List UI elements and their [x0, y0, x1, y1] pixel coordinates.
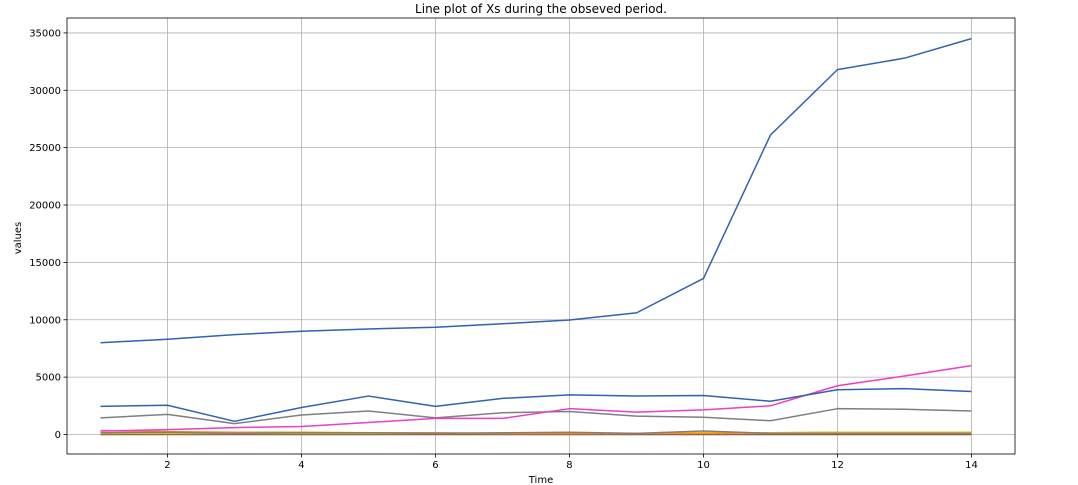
- chart-title: Line plot of Xs during the obseved perio…: [415, 2, 667, 16]
- y-tick-label: 30000: [29, 86, 61, 97]
- x-tick-label: 14: [965, 460, 978, 471]
- x-axis-title: Time: [528, 475, 553, 485]
- x-tick-label: 6: [432, 460, 438, 471]
- series-line: [100, 364, 972, 432]
- y-tick-label: 15000: [29, 258, 61, 269]
- series-line: [100, 37, 972, 344]
- plot-frame: [66, 17, 1016, 455]
- x-tick-label: 10: [697, 460, 710, 471]
- series-line: [100, 387, 972, 423]
- x-tick-label: 2: [164, 460, 170, 471]
- grid-lines: [67, 18, 1015, 454]
- series-lines: [100, 37, 972, 436]
- axis-ticks: 2 4 6 8 10 12 14 0 5000 10000 15000 20000 25000 30000…: [29, 28, 978, 471]
- y-tick-label: 20000: [29, 201, 61, 212]
- x-tick-label: 4: [298, 460, 304, 471]
- series-line: [100, 407, 972, 425]
- y-tick-label: 10000: [29, 315, 61, 326]
- x-tick-label: 8: [566, 460, 572, 471]
- series-line: [100, 430, 972, 435]
- y-tick-label: 35000: [29, 28, 61, 39]
- y-tick-label: 0: [55, 430, 61, 441]
- y-tick-label: 5000: [36, 373, 61, 384]
- y-tick-label: 25000: [29, 143, 61, 154]
- x-tick-label: 12: [831, 460, 844, 471]
- y-axis-title: values: [13, 222, 24, 255]
